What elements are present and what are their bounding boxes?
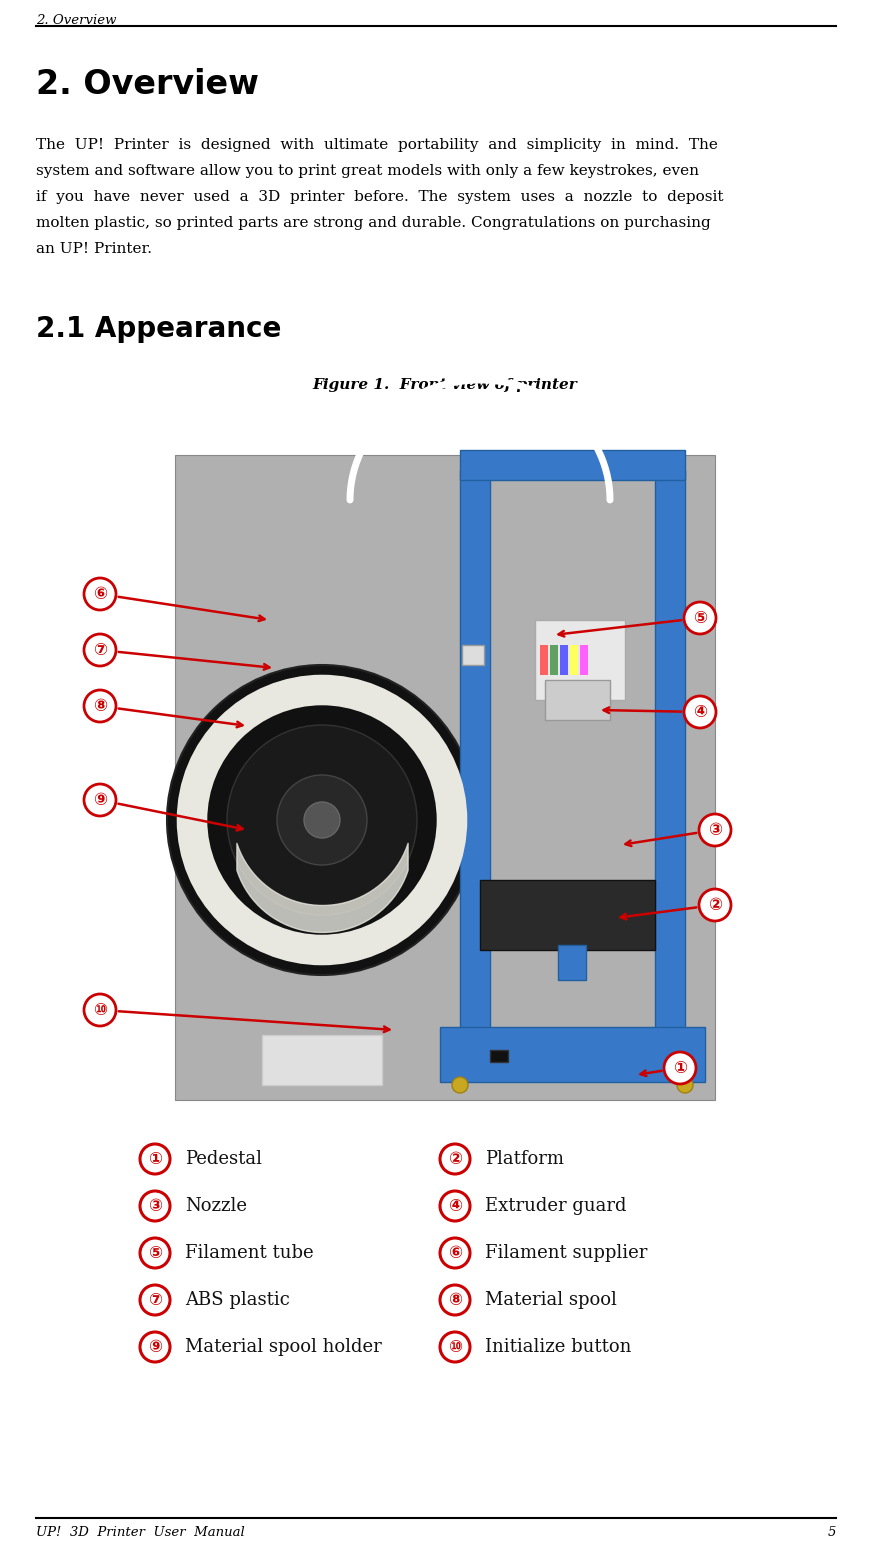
Text: The  UP!  Printer  is  designed  with  ultimate  portability  and  simplicity  i: The UP! Printer is designed with ultimat… bbox=[36, 138, 718, 152]
Bar bbox=[545, 679, 610, 720]
Text: ⑩: ⑩ bbox=[93, 1000, 107, 1019]
Circle shape bbox=[440, 1145, 470, 1174]
Text: ②: ② bbox=[448, 1149, 462, 1168]
Text: ⑦: ⑦ bbox=[93, 641, 107, 659]
Bar bbox=[558, 945, 586, 980]
Text: ①: ① bbox=[148, 1149, 162, 1168]
Circle shape bbox=[440, 1238, 470, 1269]
Bar bbox=[175, 454, 715, 1100]
Circle shape bbox=[84, 579, 116, 610]
Text: Platform: Platform bbox=[485, 1149, 564, 1168]
Circle shape bbox=[140, 1145, 170, 1174]
Text: system and software allow you to print great models with only a few keystrokes, : system and software allow you to print g… bbox=[36, 164, 699, 178]
Circle shape bbox=[140, 1284, 170, 1315]
Circle shape bbox=[167, 665, 477, 976]
Text: ⑧: ⑧ bbox=[93, 696, 107, 715]
Bar bbox=[540, 645, 548, 675]
Bar bbox=[262, 1035, 382, 1086]
Bar bbox=[440, 1027, 705, 1083]
Text: 2. Overview: 2. Overview bbox=[36, 14, 117, 26]
Circle shape bbox=[452, 1076, 468, 1093]
Text: Figure 1.  Front view of printer: Figure 1. Front view of printer bbox=[313, 378, 577, 392]
Text: Material spool: Material spool bbox=[485, 1290, 617, 1309]
Bar bbox=[580, 645, 588, 675]
Bar bbox=[655, 470, 685, 1050]
Text: ④: ④ bbox=[448, 1197, 462, 1214]
Bar bbox=[560, 645, 568, 675]
Text: ③: ③ bbox=[708, 820, 722, 839]
Text: 2. Overview: 2. Overview bbox=[36, 68, 259, 101]
Circle shape bbox=[84, 634, 116, 665]
Text: ⑥: ⑥ bbox=[448, 1244, 462, 1263]
Circle shape bbox=[140, 1238, 170, 1269]
Text: ⑩: ⑩ bbox=[448, 1339, 462, 1356]
Circle shape bbox=[699, 814, 731, 845]
Circle shape bbox=[677, 1076, 693, 1093]
Bar bbox=[460, 470, 490, 1050]
Text: ABS plastic: ABS plastic bbox=[185, 1290, 290, 1309]
Text: ⑨: ⑨ bbox=[148, 1339, 162, 1356]
Circle shape bbox=[440, 1284, 470, 1315]
Text: molten plastic, so printed parts are strong and durable. Congratulations on purc: molten plastic, so printed parts are str… bbox=[36, 216, 711, 230]
Text: ⑧: ⑧ bbox=[448, 1290, 462, 1309]
Circle shape bbox=[440, 1332, 470, 1362]
Text: ⑦: ⑦ bbox=[148, 1290, 162, 1309]
Circle shape bbox=[84, 783, 116, 816]
Bar bbox=[550, 645, 558, 675]
Text: an UP! Printer.: an UP! Printer. bbox=[36, 242, 152, 256]
Circle shape bbox=[684, 602, 716, 634]
Text: Pedestal: Pedestal bbox=[185, 1149, 262, 1168]
Text: 5: 5 bbox=[828, 1526, 836, 1539]
Text: ②: ② bbox=[708, 896, 722, 914]
Text: Initialize button: Initialize button bbox=[485, 1339, 631, 1356]
Text: Filament supplier: Filament supplier bbox=[485, 1244, 647, 1263]
Text: if  you  have  never  used  a  3D  printer  before.  The  system  uses  a  nozzl: if you have never used a 3D printer befo… bbox=[36, 191, 724, 205]
Circle shape bbox=[227, 724, 417, 915]
Text: ⑤: ⑤ bbox=[148, 1244, 162, 1263]
Text: ①: ① bbox=[673, 1059, 687, 1076]
Circle shape bbox=[140, 1191, 170, 1221]
Circle shape bbox=[140, 1332, 170, 1362]
Circle shape bbox=[277, 776, 367, 865]
Text: ④: ④ bbox=[693, 703, 707, 721]
Text: 2.1 Appearance: 2.1 Appearance bbox=[36, 315, 282, 343]
Circle shape bbox=[699, 889, 731, 921]
Text: ⑥: ⑥ bbox=[93, 585, 107, 603]
Circle shape bbox=[684, 696, 716, 727]
Bar bbox=[535, 620, 625, 700]
Circle shape bbox=[304, 802, 340, 838]
Text: UP!  3D  Printer  User  Manual: UP! 3D Printer User Manual bbox=[36, 1526, 245, 1539]
Text: Extruder guard: Extruder guard bbox=[485, 1197, 626, 1214]
Text: Filament tube: Filament tube bbox=[185, 1244, 314, 1263]
Circle shape bbox=[84, 994, 116, 1027]
Circle shape bbox=[84, 690, 116, 723]
Circle shape bbox=[664, 1052, 696, 1084]
Bar bbox=[570, 645, 578, 675]
Bar bbox=[460, 450, 685, 479]
Text: ③: ③ bbox=[148, 1197, 162, 1214]
Text: Material spool holder: Material spool holder bbox=[185, 1339, 382, 1356]
Text: ⑤: ⑤ bbox=[693, 610, 707, 627]
Circle shape bbox=[440, 1191, 470, 1221]
Text: Nozzle: Nozzle bbox=[185, 1197, 247, 1214]
Bar bbox=[480, 879, 655, 951]
Text: ⑨: ⑨ bbox=[93, 791, 107, 810]
Bar bbox=[490, 1050, 508, 1062]
Bar bbox=[462, 645, 484, 665]
